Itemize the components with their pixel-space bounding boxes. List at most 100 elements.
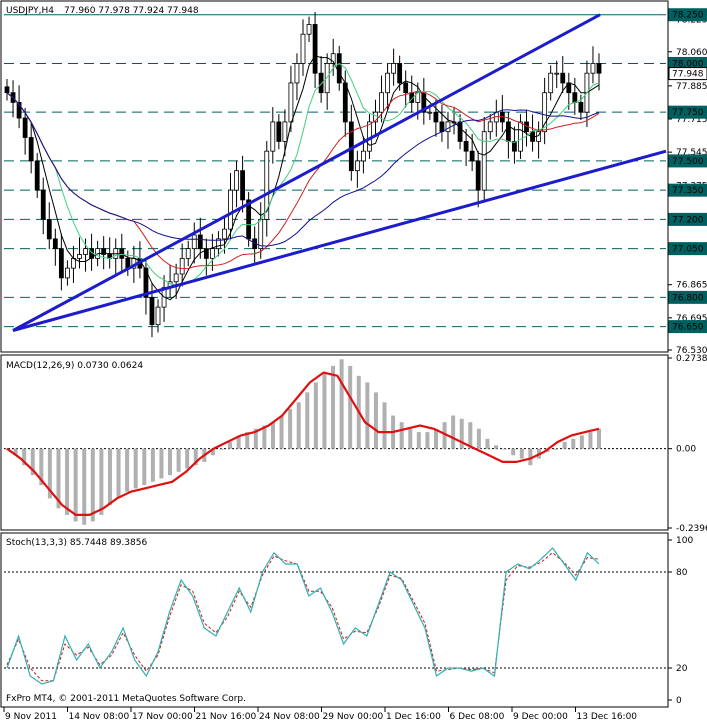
candle-body	[222, 228, 227, 240]
candle-body	[518, 121, 523, 152]
candle-body	[330, 53, 336, 64]
macd-histogram-bar	[262, 425, 267, 449]
candle-body	[342, 82, 348, 123]
header-ohlc: 77.960 77.978 77.924 77.948	[64, 6, 199, 16]
candle-body	[391, 63, 397, 74]
macd-histogram-bar	[253, 428, 258, 449]
macd-histogram-bar	[176, 448, 181, 472]
candle-body	[318, 72, 324, 94]
ma-green-line	[6, 62, 600, 286]
x-tick-label: 13 Dec 16:00	[577, 712, 638, 722]
level-label: 77.350	[672, 186, 704, 196]
candle-body	[197, 234, 203, 250]
macd-histogram-bar	[494, 445, 499, 449]
candle-body	[427, 111, 433, 114]
candle-body	[300, 33, 306, 64]
candle-body	[439, 121, 445, 133]
macd-histogram-bar	[228, 442, 233, 449]
macd-histogram-bar	[39, 448, 44, 486]
level-label-box	[668, 183, 707, 197]
macd-histogram-bar	[56, 448, 61, 509]
candle-body	[445, 121, 451, 133]
macd-histogram-bar	[597, 428, 601, 449]
price-y-tick-label: 77.545	[676, 148, 707, 158]
price-y-tick-label: 77.715	[676, 115, 707, 125]
macd-histogram-bar	[82, 448, 87, 525]
macd-histogram-bar	[133, 448, 138, 489]
candle-body	[578, 102, 584, 113]
x-tick-label: 9 Dec 00:00	[513, 712, 568, 722]
price-y-tick-label: 77.885	[676, 82, 707, 92]
stoch-y-tick-label: 0	[676, 696, 682, 706]
macd-histogram-bar	[22, 448, 27, 466]
level-label: 78.250	[672, 11, 704, 21]
level-label: 76.800	[672, 293, 704, 303]
candle-body	[264, 150, 270, 220]
candle-body	[294, 63, 300, 84]
ma-blue-line	[6, 92, 600, 247]
macd-histogram-bar	[65, 448, 70, 515]
candle-body	[554, 72, 560, 75]
candle-body	[469, 150, 475, 162]
candle-body	[548, 72, 554, 94]
macd-histogram-bar	[485, 438, 490, 449]
candle-body	[542, 92, 548, 133]
candle-body	[173, 273, 179, 283]
candle-body	[505, 121, 511, 142]
candle-body	[16, 102, 22, 119]
candle-body	[512, 141, 517, 152]
macd-histogram-bar	[107, 448, 112, 505]
x-tick-label: 17 Nov 00:00	[132, 712, 193, 722]
macd-histogram-bar	[296, 402, 301, 449]
stoch-y-tick-label: 80	[676, 568, 688, 578]
level-label: 77.948	[672, 70, 704, 80]
macd-histogram-bar	[399, 422, 404, 449]
level-label-box	[668, 290, 707, 304]
macd-histogram-bar	[579, 435, 584, 449]
x-tick-label: 1 Dec 16:00	[386, 712, 441, 722]
macd-histogram-bar	[373, 392, 378, 449]
candle-body	[379, 92, 384, 113]
macd-histogram-bar	[468, 422, 473, 449]
stoch-y-tick-label: 20	[676, 664, 688, 674]
price-y-tick-label: 78.060	[676, 48, 707, 58]
x-tick-label: 21 Nov 16:00	[196, 712, 257, 722]
candle-body	[216, 238, 221, 250]
candle-body	[228, 189, 233, 230]
candle-body	[83, 248, 88, 255]
macd-histogram-bar	[528, 448, 533, 466]
stoch-title: Stoch(13,3,3) 85.7448 89.3856	[6, 538, 147, 548]
macd-histogram-bar	[331, 365, 336, 449]
macd-histogram-bar	[519, 448, 524, 459]
macd-histogram-bar	[459, 418, 464, 449]
x-tick-label: 24 Nov 08:00	[259, 712, 320, 722]
trendline-support-1	[12, 13, 601, 332]
macd-histogram-bar	[476, 428, 481, 449]
macd-histogram-bar	[150, 448, 155, 482]
candle-body	[185, 248, 191, 259]
candle-body	[590, 63, 596, 74]
candle-body	[288, 82, 294, 123]
candle-body	[276, 121, 282, 142]
candle-body	[101, 248, 107, 255]
footer-copyright: FxPro MT4, © 2001-2011 MetaQuotes Softwa…	[6, 694, 246, 704]
x-tick-label: 9 Nov 2011	[5, 712, 57, 722]
level-label-box	[668, 212, 707, 226]
level-label-box	[668, 8, 707, 22]
candle-body	[306, 24, 312, 35]
macd-y-tick-label: -0.2396	[676, 524, 707, 534]
x-tick-label: 29 Nov 00:00	[323, 712, 384, 722]
candle-body	[572, 92, 578, 103]
macd-histogram-bar	[339, 359, 344, 449]
macd-histogram-bar	[322, 372, 327, 449]
price-y-tick-label: 76.865	[676, 281, 707, 291]
candle-body	[203, 248, 209, 259]
candle-body	[143, 267, 149, 298]
candle-body	[361, 150, 366, 162]
macd-histogram-bar	[348, 365, 353, 449]
candle-body	[385, 72, 390, 94]
level-label-box	[668, 105, 707, 119]
macd-histogram-bar	[511, 448, 516, 456]
